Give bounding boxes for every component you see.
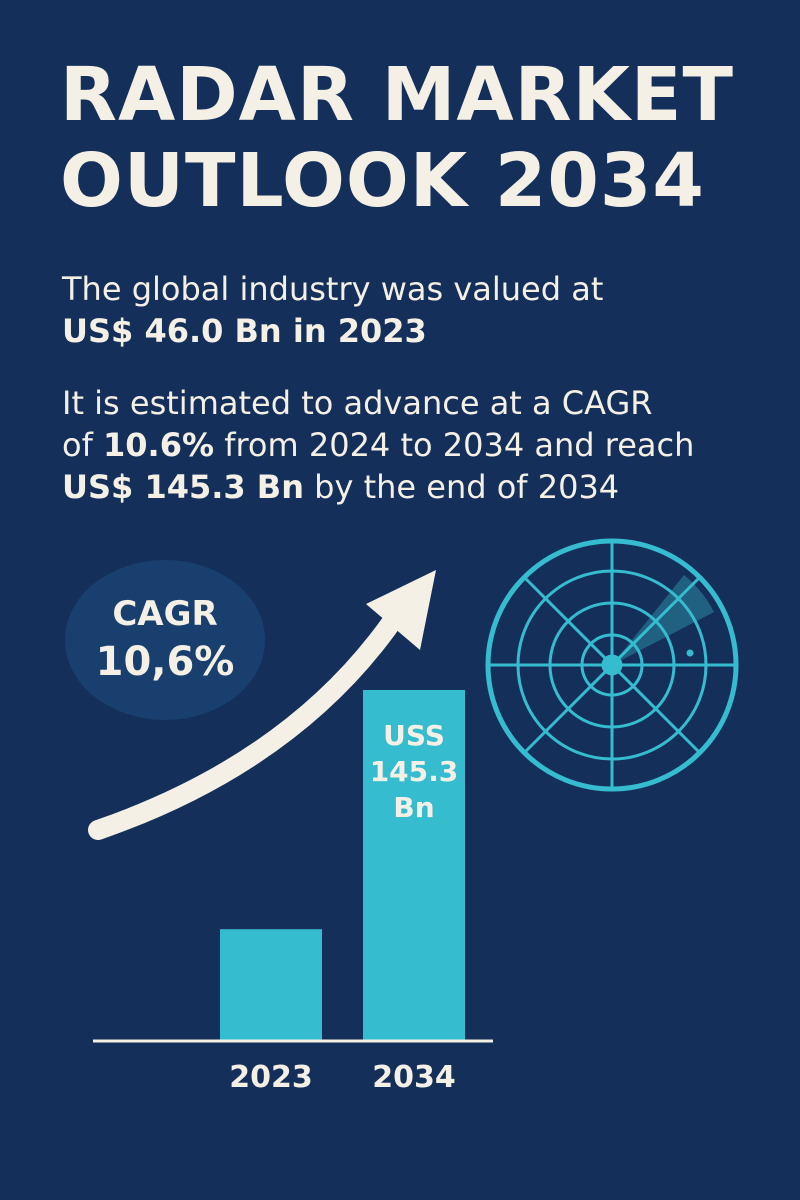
trend-up-arrow-icon [88,570,436,840]
bar-value-label-2034: USS 145.3 Bn [363,718,465,826]
forecast-text: It is estimated to advance at a CAGR of … [62,382,782,508]
cagr-badge-value: 10,6% [95,639,235,685]
title-line-1: RADAR MARKET [60,52,734,138]
x-tick-label-2023: 2023 [229,1060,313,1095]
forecast-line-3-suffix: by the end of 2034 [303,468,620,506]
bar-label-line-3: Bn [393,791,435,824]
forecast-cagr-value: 10.6% [103,426,215,464]
page-title: RADAR MARKET OUTLOOK 2034 [60,52,760,224]
forecast-line-2-suffix: from 2024 to 2034 and reach [214,426,695,464]
cagr-badge-label: CAGR [112,594,218,634]
intro-line-1: The global industry was valued at [62,270,604,308]
bar-label-line-1: USS [383,719,445,752]
bar-group [220,690,465,1040]
title-line-2: OUTLOOK 2034 [60,138,705,224]
forecast-line-2: of 10.6% from 2024 to 2034 and reach [62,424,782,466]
x-tick-label-2034: 2034 [372,1060,456,1095]
forecast-line-2-prefix: of [62,426,104,464]
bar-label-line-2: 145.3 [369,755,459,788]
intro-line-2: US$ 46.0 Bn in 2023 [62,312,427,350]
cagr-badge: CAGR 10,6% [65,560,265,720]
forecast-line-3: US$ 145.3 Bn by the end of 2034 [62,466,782,508]
bar-2034 [363,690,465,1040]
intro-text: The global industry was valued at US$ 46… [62,268,782,352]
bar-2023 [220,929,322,1040]
forecast-target-value: US$ 145.3 Bn [62,468,304,506]
radar-icon [485,538,739,792]
forecast-line-1: It is estimated to advance at a CAGR [62,384,653,422]
